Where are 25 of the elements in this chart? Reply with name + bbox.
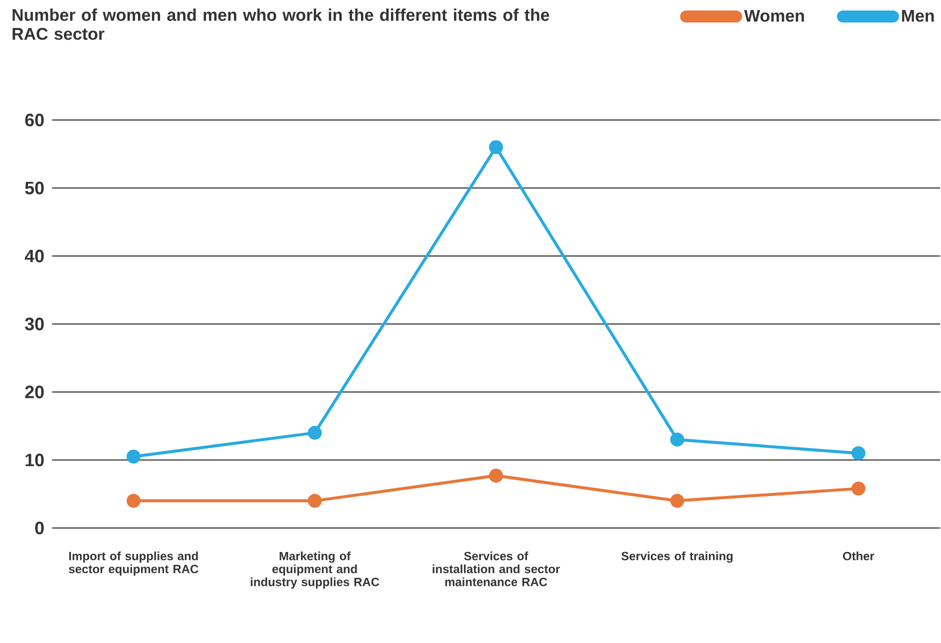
legend-label: Women bbox=[744, 10, 804, 22]
y-tick-label: 0 bbox=[35, 522, 44, 534]
point bbox=[489, 140, 503, 154]
point bbox=[126, 450, 141, 464]
chart-title: Number of women and men who work in the different items of the RAC sector bbox=[12, 8, 550, 40]
point bbox=[126, 494, 141, 508]
point bbox=[670, 432, 684, 447]
y-tick-label: 60 bbox=[25, 114, 44, 126]
point bbox=[851, 446, 866, 460]
y-tick-label: 30 bbox=[24, 318, 44, 330]
point bbox=[489, 468, 503, 483]
point bbox=[670, 494, 684, 508]
y-tick-label: 40 bbox=[24, 250, 44, 262]
x-tick-label: Marketing of equipment and industry supplies RAC bbox=[250, 552, 380, 589]
x-tick-label: Import of supplies and sector equipment RAC bbox=[68, 552, 198, 576]
y-tick-label: 10 bbox=[26, 454, 44, 466]
x-tick-label: Other bbox=[842, 552, 874, 560]
y-tick-label: 50 bbox=[25, 182, 44, 194]
y-tick-label: 20 bbox=[25, 386, 44, 398]
point bbox=[851, 482, 866, 496]
legend-label: Men bbox=[902, 10, 934, 22]
x-tick-label: Services of installation and sector maintenance RAC bbox=[432, 552, 560, 586]
x-tick-label: Services of training bbox=[621, 552, 733, 563]
point bbox=[308, 494, 322, 508]
point bbox=[308, 426, 322, 440]
